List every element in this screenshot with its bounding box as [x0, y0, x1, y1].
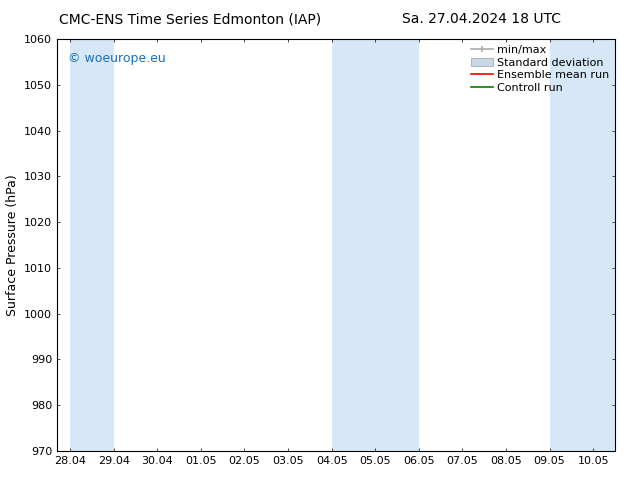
- Bar: [332, 39, 419, 451]
- Text: Sa. 27.04.2024 18 UTC: Sa. 27.04.2024 18 UTC: [403, 12, 561, 26]
- Legend: min/max, Standard deviation, Ensemble mean run, Controll run: min/max, Standard deviation, Ensemble me…: [469, 43, 612, 96]
- Y-axis label: Surface Pressure (hPa): Surface Pressure (hPa): [6, 174, 18, 316]
- Bar: [70, 39, 113, 451]
- Bar: [550, 39, 615, 451]
- Text: © woeurope.eu: © woeurope.eu: [68, 51, 166, 65]
- Text: CMC-ENS Time Series Edmonton (IAP): CMC-ENS Time Series Edmonton (IAP): [59, 12, 321, 26]
